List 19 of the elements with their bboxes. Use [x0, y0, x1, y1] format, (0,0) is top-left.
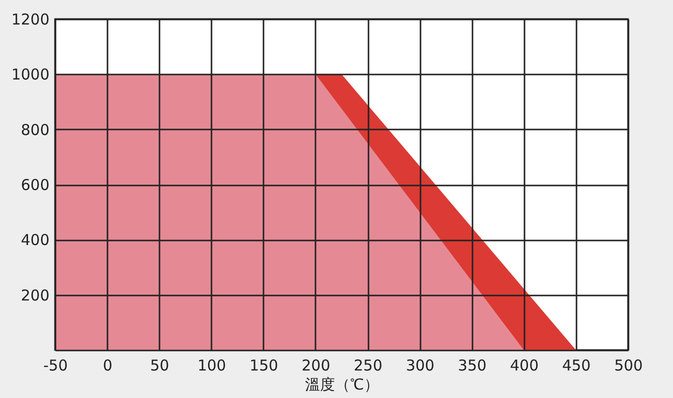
- x-tick-label: 300: [406, 356, 434, 374]
- x-tick-label: 200: [302, 356, 330, 374]
- y-tick-label: 800: [20, 120, 50, 139]
- x-tick-label: -50: [43, 356, 68, 374]
- y-tick-label: 200: [20, 286, 50, 304]
- x-tick-label: 450: [562, 356, 591, 374]
- x-tick-label: 50: [150, 356, 170, 374]
- x-tick-label: 500: [614, 356, 643, 374]
- y-tick-label: 1000: [11, 66, 50, 84]
- y-tick-label: 400: [20, 231, 50, 250]
- x-tick-label: 350: [458, 356, 487, 374]
- x-tick-label: 250: [354, 356, 382, 374]
- y-tick-label: 600: [20, 176, 50, 194]
- x-tick-label: 400: [510, 356, 539, 374]
- x-axis-title: 溫度（℃）: [305, 376, 379, 394]
- x-tick-label: 0: [102, 356, 112, 374]
- y-tick-label: 1200: [11, 10, 50, 28]
- x-tick-label: 100: [197, 356, 226, 374]
- x-tick-label: 150: [250, 356, 278, 374]
